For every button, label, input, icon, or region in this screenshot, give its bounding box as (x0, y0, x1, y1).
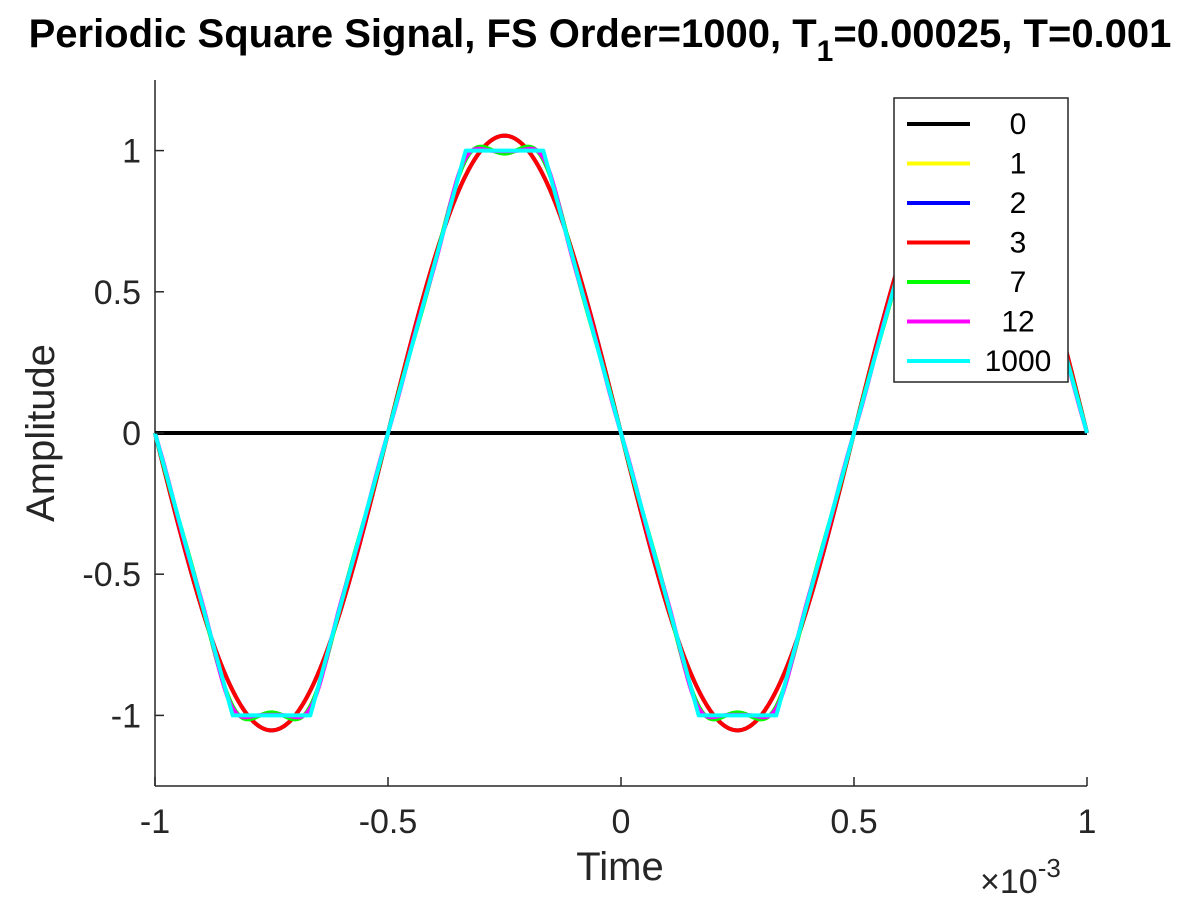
x-tick-label: 1 (1078, 803, 1097, 841)
x-axis-exponent-base: ×10 (980, 863, 1038, 900)
legend-label: 12 (1001, 306, 1034, 339)
x-axis-label: Time (576, 845, 663, 889)
legend-label: 1 (1010, 148, 1027, 181)
legend-label: 3 (1010, 227, 1027, 260)
x-axis-exponent-power: -3 (1038, 853, 1061, 883)
y-tick-label: 1 (122, 133, 141, 171)
chart-title-main: Periodic Square Signal, FS Order=1000, T (29, 12, 817, 56)
chart-title: Periodic Square Signal, FS Order=1000, T… (29, 12, 1172, 68)
x-tick-label: 0 (612, 803, 631, 841)
legend-label: 0 (1010, 108, 1027, 141)
legend-box (893, 97, 1069, 383)
legend-label: 2 (1010, 187, 1027, 220)
y-tick-label: -0.5 (82, 556, 141, 594)
y-axis-label: Amplitude (19, 344, 63, 522)
x-tick-label: -0.5 (359, 803, 418, 841)
ticks: -1 -0.5 0 0.5 1 -1 -0.5 0 0.5 1 (82, 133, 1096, 841)
y-tick-label: 0.5 (94, 274, 141, 312)
legend-label: 7 (1010, 266, 1027, 299)
x-tick-label: -1 (140, 803, 170, 841)
legend-label: 1000 (985, 345, 1052, 378)
x-tick-label: 0.5 (830, 803, 877, 841)
x-axis-exponent: ×10-3 (980, 853, 1061, 900)
chart-title-tail: =0.00025, T=0.001 (833, 12, 1171, 56)
y-tick-label: -1 (111, 697, 141, 735)
chart-title-subscript: 1 (817, 35, 834, 68)
y-tick-label: 0 (122, 415, 141, 453)
